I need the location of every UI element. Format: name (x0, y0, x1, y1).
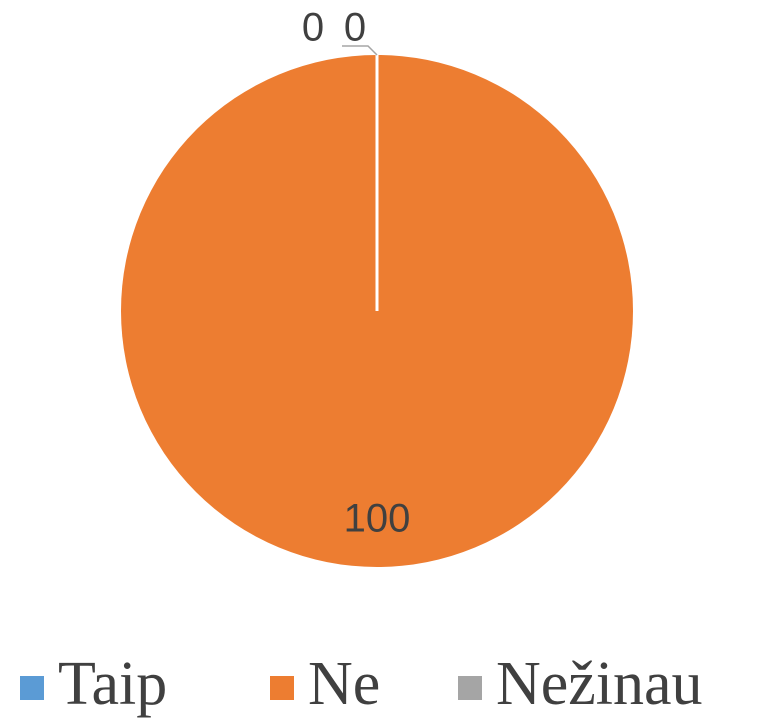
legend-label: Ne (308, 650, 380, 718)
legend-swatch (20, 676, 44, 700)
leader-line (342, 45, 378, 56)
data-label: 0 (302, 6, 324, 50)
data-label: 0 (344, 6, 366, 50)
data-label: 100 (344, 496, 411, 540)
legend-swatch (270, 676, 294, 700)
legend-label: Taip (58, 650, 167, 718)
legend-swatch (458, 676, 482, 700)
legend-label: Nežinau (496, 650, 703, 718)
